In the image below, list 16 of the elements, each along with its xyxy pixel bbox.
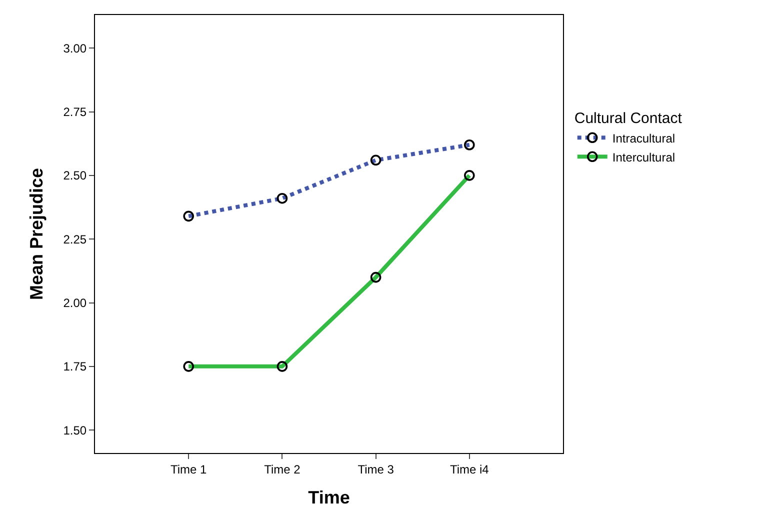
y-tick-label: 1.75	[63, 360, 87, 374]
y-tick-label: 1.50	[63, 423, 87, 438]
legend-label: Intercultural	[612, 150, 676, 164]
legend-label: Intracultural	[612, 131, 676, 146]
x-tick-label: Time 3	[358, 462, 394, 476]
y-tick-label: 2.00	[63, 296, 87, 310]
legend-title: Cultural Contact	[574, 110, 683, 128]
x-tick-label: Time i4	[450, 462, 490, 476]
y-tick-label: 2.25	[63, 232, 87, 246]
x-tick-label: Time 2	[264, 462, 301, 476]
y-tick-label: 2.50	[63, 168, 87, 183]
y-tick-label: 2.75	[63, 104, 87, 119]
x-axis-title: Time	[308, 488, 350, 508]
y-tick-label: 3.00	[63, 41, 87, 56]
y-axis-title: Mean Prejudice	[26, 168, 46, 300]
x-tick-label: Time 1	[170, 462, 208, 476]
